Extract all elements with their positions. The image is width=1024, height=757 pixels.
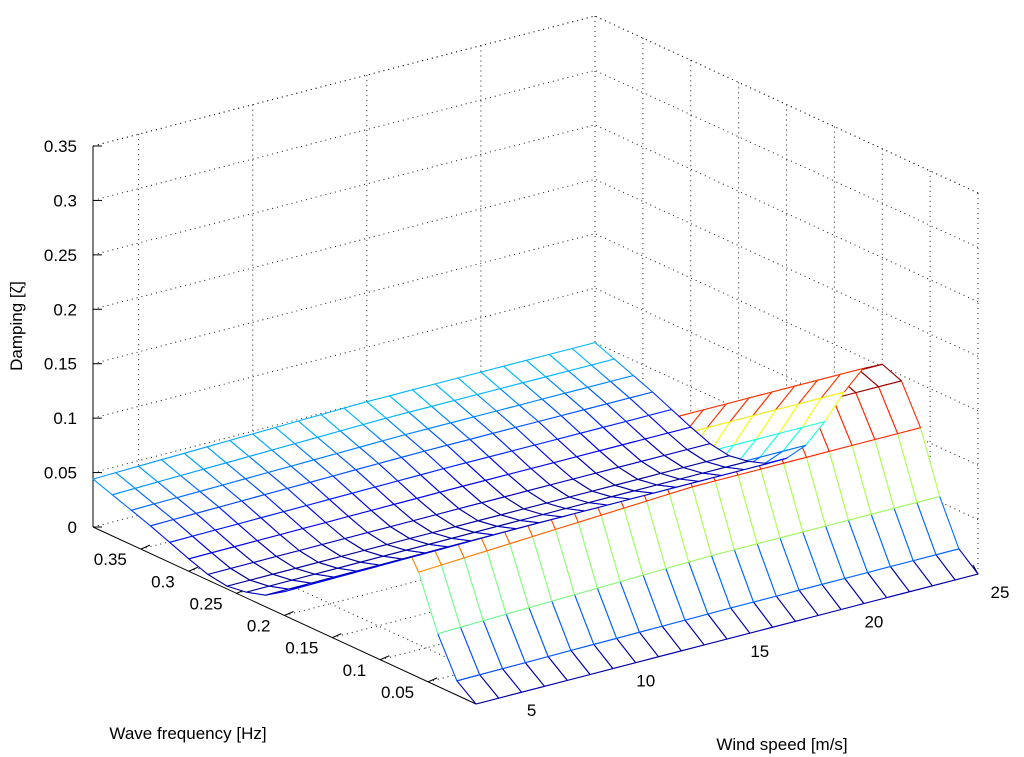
y-tick-mark [188, 566, 198, 572]
y-tick-mark [427, 677, 438, 683]
z-tick-label: 0.05 [44, 464, 77, 483]
y-tick-label: 0.1 [343, 661, 367, 680]
grid-line-backwall-z [92, 233, 596, 365]
y-tick-mark [380, 655, 390, 661]
grid-line-backwall-z [92, 124, 596, 256]
z-tick-label: 0.15 [44, 355, 77, 374]
grid-lines [92, 15, 979, 693]
y-tick-label: 0.35 [94, 550, 127, 569]
y-axis-label: Wave frequency [Hz] [109, 724, 266, 743]
grid-line-sidewall-z [594, 233, 979, 412]
z-tick-label: 0.3 [53, 191, 77, 210]
x-tick-label: 10 [636, 672, 655, 691]
x-tick-label: 15 [750, 642, 769, 661]
grid-line-sidewall-z [594, 69, 979, 248]
x-tick-label: 25 [991, 583, 1010, 602]
grid-line-backwall-z [92, 69, 596, 201]
tick-labels: 5 10 15 20 25 0.05 0.1 0.15 0.2 0.25 0.3 0.35 0 0.05 0… [44, 137, 1010, 720]
surface-cell [571, 342, 615, 366]
grid-box-top-side [594, 15, 979, 194]
grid-line-backwall-z [92, 178, 596, 310]
x-tick-label: 5 [527, 701, 536, 720]
x-tick-label: 20 [864, 613, 883, 632]
z-tick-label: 0.1 [53, 409, 77, 428]
y-tick-mark [284, 611, 294, 616]
y-tick-mark [332, 633, 342, 639]
grid-line-sidewall-z [594, 178, 979, 357]
z-tick-label: 0.35 [44, 137, 77, 156]
y-tick-label: 0.25 [190, 594, 223, 613]
damping-surface [92, 342, 979, 705]
z-tick-label: 0.2 [53, 300, 77, 319]
y-tick-label: 0.15 [285, 639, 318, 658]
grid-line-sidewall-z [594, 124, 979, 303]
grid-box-top-back [92, 15, 596, 147]
z-tick-label: 0.25 [44, 246, 77, 265]
y-tick-label: 0.3 [151, 572, 175, 591]
y-tick-label: 0.2 [247, 617, 271, 636]
y-tick-mark [140, 544, 151, 550]
z-axis-label: Damping [ζ] [7, 281, 26, 371]
z-tick-label: 0 [68, 518, 77, 537]
x-axis-label: Wind speed [m/s] [716, 735, 847, 754]
y-tick-label: 0.05 [381, 683, 414, 702]
